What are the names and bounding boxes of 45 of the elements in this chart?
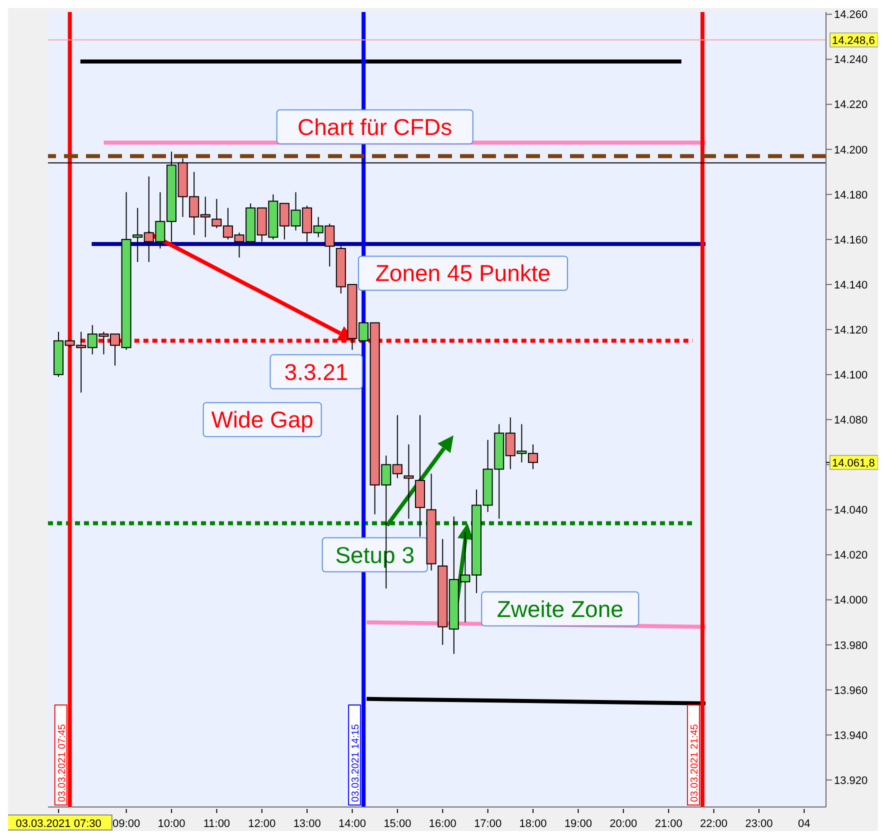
text: 14.061,8 xyxy=(832,457,875,470)
x-tick-label: 15:00 xyxy=(384,818,412,830)
x-tick-label: 19:00 xyxy=(564,818,592,830)
ref-line-label: 03.03.2021 14:15 xyxy=(350,724,362,802)
y-tick-label: 14.100 xyxy=(834,369,868,382)
y-tick-label: 14.020 xyxy=(834,550,868,562)
y-tick-label: 13.920 xyxy=(834,774,868,787)
annotation: Zweite Zone xyxy=(496,596,624,622)
x-tick-label: 10:00 xyxy=(158,818,186,830)
x-tick-label: 04 xyxy=(798,818,810,830)
x-tick-label: 20:00 xyxy=(610,818,638,830)
x-tick-label: 13:00 xyxy=(293,818,321,830)
y-tick-label: 14.120 xyxy=(834,324,868,336)
y-tick-label: 13.960 xyxy=(834,684,868,697)
y-tick-label: 14.180 xyxy=(834,189,868,202)
x-tick-label: 18:00 xyxy=(519,818,547,830)
x-tick-label: 09:00 xyxy=(112,818,140,830)
x-tick-label: 12:00 xyxy=(248,818,276,830)
x-tick-label: 21:00 xyxy=(654,818,682,830)
x-tick-label: 17:00 xyxy=(474,818,502,830)
y-tick-label: 14.240 xyxy=(834,54,868,66)
annotation: Wide Gap xyxy=(211,406,314,433)
y-tick-label: 14.000 xyxy=(834,594,868,607)
x-tick-label: 23:00 xyxy=(745,818,773,830)
y-tick-label: 14.040 xyxy=(834,504,868,517)
annotation: 3.3.21 xyxy=(284,358,348,385)
y-tick-label: 14.260 xyxy=(834,9,868,22)
x-tick-label: 16:00 xyxy=(428,818,456,830)
x-tick-label: 22:00 xyxy=(700,818,728,830)
y-tick-label: 14.080 xyxy=(834,414,868,427)
ref-line-label: 03.03.2021 07:45 xyxy=(56,724,68,802)
y-tick-label: 14.160 xyxy=(834,234,868,246)
y-tick-label: 14.220 xyxy=(834,99,868,112)
candlestick xyxy=(404,444,414,520)
y-tick-label: 13.980 xyxy=(834,640,868,652)
annotation: Chart für CFDs xyxy=(298,114,452,140)
x-tick-label: 11:00 xyxy=(203,818,230,830)
x-tick-label: 14:00 xyxy=(338,818,366,830)
ref-line-label: 03.03.2021 21:45 xyxy=(689,724,700,802)
x-tick-label: 03.03.2021 07:30 xyxy=(16,818,102,830)
annotation: Zonen 45 Punkte xyxy=(375,260,551,286)
y-tick-label: 14.200 xyxy=(834,144,868,156)
y-tick-label: 13.940 xyxy=(834,730,868,742)
y-tick-label: 14.140 xyxy=(834,279,868,292)
ref-line-label: 14.248,6 xyxy=(832,34,875,47)
